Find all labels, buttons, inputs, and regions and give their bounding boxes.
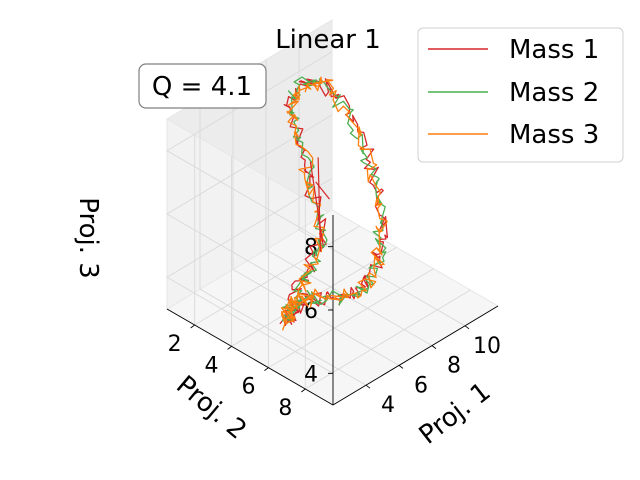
legend-box xyxy=(417,27,624,163)
z-tick-label: 4 xyxy=(304,362,318,387)
y-tick-label: 2 xyxy=(168,332,182,357)
series-line-mass-3 xyxy=(280,76,388,331)
chart-title: Linear 1 xyxy=(275,25,381,55)
q-annotation: Q = 4.1 xyxy=(138,63,267,109)
grid-line-x xyxy=(265,59,433,346)
x-tick-label: 6 xyxy=(414,373,428,398)
x-tick-label: 4 xyxy=(381,393,395,418)
series-segment-mass-1 xyxy=(309,161,324,245)
y-tick-mark xyxy=(264,367,269,372)
grid-line-x xyxy=(298,39,466,327)
x-tick-label: 10 xyxy=(473,334,501,359)
series-segment-mass-1 xyxy=(315,181,330,200)
y-tick-mark xyxy=(190,324,195,329)
y-tick-label: 4 xyxy=(205,353,219,378)
legend-label-mass-1: Mass 1 xyxy=(509,35,599,65)
q-annotation-box xyxy=(138,63,267,109)
legend-label-mass-3: Mass 3 xyxy=(509,120,599,150)
series-line-mass-1 xyxy=(279,78,389,327)
q-annotation-text: Q = 4.1 xyxy=(152,72,252,102)
x-axis-line xyxy=(332,305,499,406)
legend-label-mass-2: Mass 2 xyxy=(509,78,599,108)
x-tick-label: 8 xyxy=(447,354,461,379)
grid-line-z xyxy=(166,51,334,248)
z-axis-label: Proj. 3 xyxy=(73,197,103,279)
grid-line-x xyxy=(232,79,400,366)
chart-legend: Mass 1 Mass 2 Mass 3 xyxy=(417,27,624,163)
x-tick-mark xyxy=(398,365,404,369)
chart-series xyxy=(279,76,389,331)
series-segment-mass-1 xyxy=(317,157,322,252)
grid-line-x xyxy=(199,99,367,386)
y-tick-label: 8 xyxy=(278,396,292,421)
x-tick-mark xyxy=(464,325,470,330)
y-tick-mark xyxy=(227,345,232,350)
x-tick-mark xyxy=(365,384,371,389)
grid-line-z xyxy=(166,177,334,374)
y-tick-label: 6 xyxy=(241,375,255,400)
y-axis-label: Proj. 2 xyxy=(170,370,252,445)
x-tick-mark xyxy=(431,345,437,349)
grid-line-z xyxy=(166,114,334,311)
y-tick-mark xyxy=(301,388,306,393)
